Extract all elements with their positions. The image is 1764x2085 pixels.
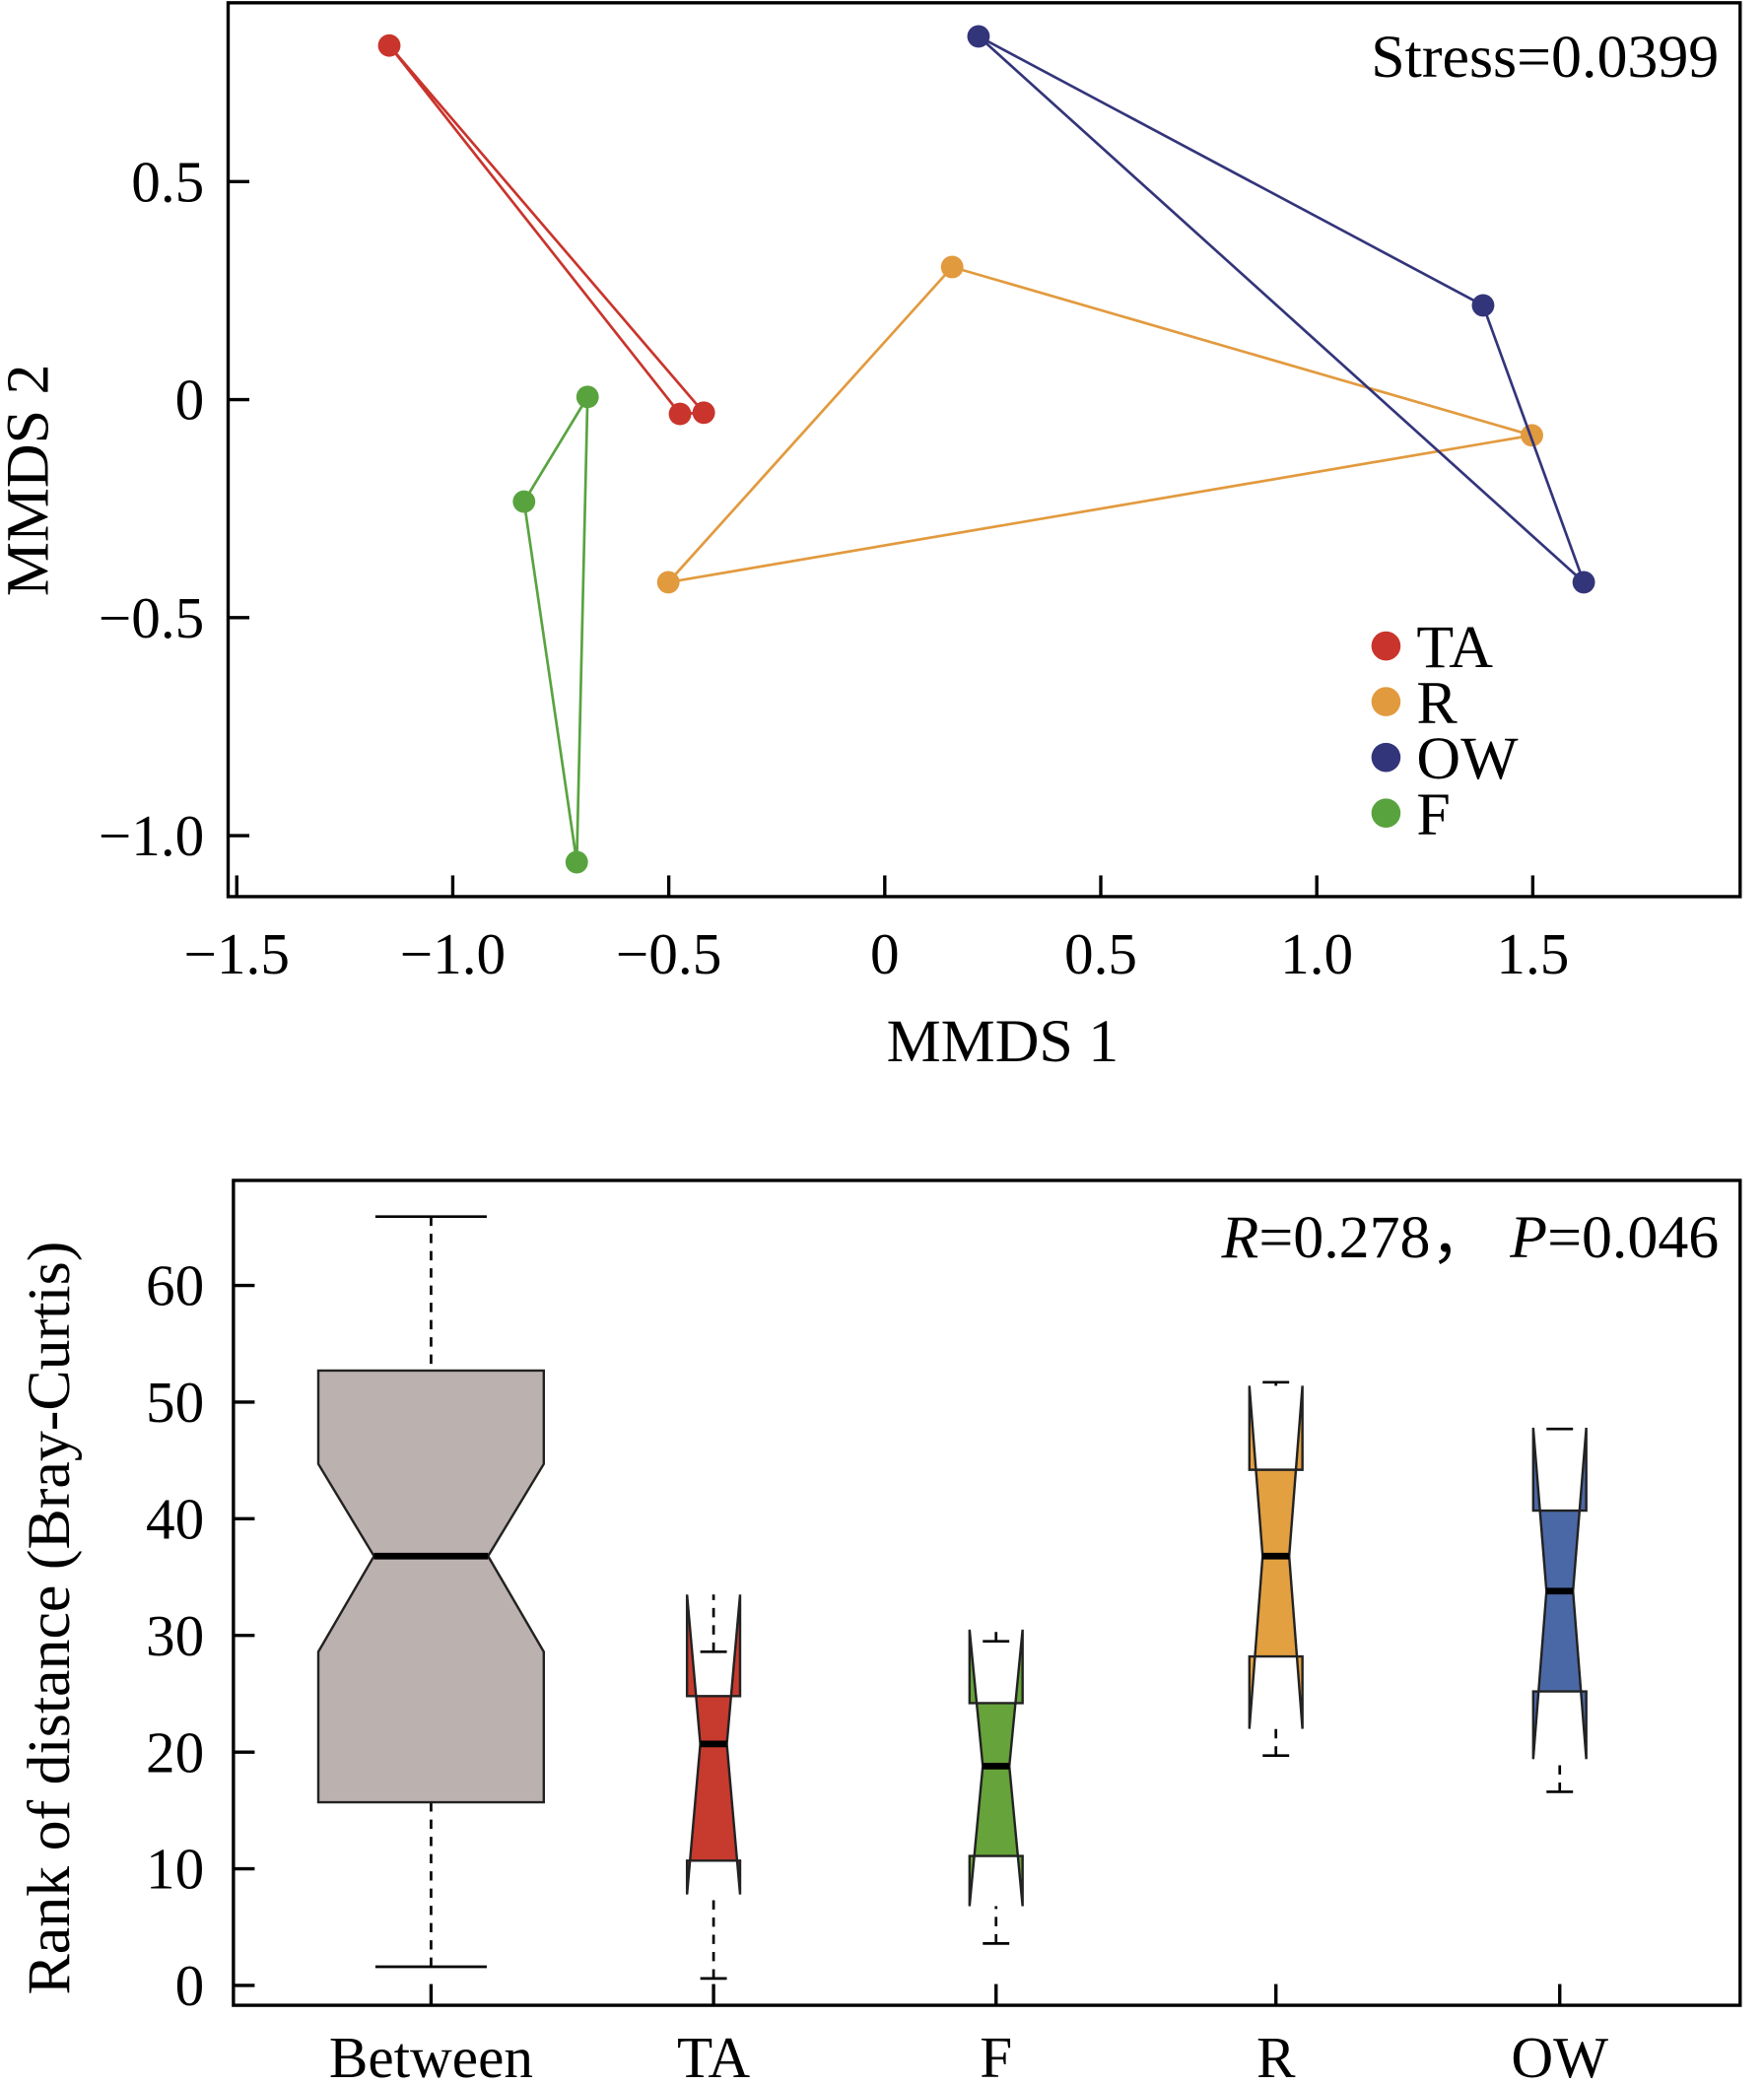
data-point-ow bbox=[967, 25, 990, 48]
y-tick-label: −1.0 bbox=[99, 803, 204, 868]
mmds-plot: Stress=0.0399 MMDS 1 MMDS 2 −1.5 −1.0 −0.5… bbox=[0, 1, 1742, 1075]
y-axis-label: MMDS 2 bbox=[0, 365, 61, 597]
y-tick-label: 30 bbox=[146, 1603, 204, 1668]
data-point-f bbox=[565, 850, 588, 874]
x-tick-label: F bbox=[980, 2025, 1012, 2085]
data-point-f bbox=[576, 385, 599, 409]
data-point-r bbox=[940, 255, 964, 279]
stress-annotation: Stress=0.0399 bbox=[1371, 24, 1719, 91]
x-tick-label: Between bbox=[329, 2025, 533, 2085]
legend-marker-ta bbox=[1371, 631, 1401, 661]
y-tick-label: 60 bbox=[146, 1253, 204, 1318]
box-plot-frame bbox=[232, 1178, 1742, 2007]
legend-marker-f bbox=[1371, 798, 1401, 828]
series-outline-f bbox=[522, 391, 589, 863]
series-outline-ta bbox=[387, 44, 707, 416]
y-tick-label: 40 bbox=[146, 1487, 204, 1552]
data-point-ow bbox=[1471, 294, 1495, 317]
data-point-r bbox=[656, 571, 680, 594]
data-point-f bbox=[512, 490, 536, 513]
stats-annotation: R=0.278， P=0.046 bbox=[1221, 1204, 1720, 1271]
mmds-plot-frame bbox=[226, 1, 1742, 899]
x-tick-label: TA bbox=[677, 2025, 750, 2085]
y-tick-label: 0 bbox=[175, 368, 205, 433]
p-value: =0.046 bbox=[1547, 1204, 1719, 1271]
x-tick-label: −1.0 bbox=[400, 921, 506, 986]
data-point-ow bbox=[1572, 571, 1595, 594]
x-tick-label: 0 bbox=[870, 921, 900, 986]
legend-label-f: F bbox=[1416, 781, 1450, 848]
data-point-ta bbox=[668, 402, 692, 426]
x-tick-label: 0.5 bbox=[1064, 921, 1137, 986]
x-tick-label: −0.5 bbox=[616, 921, 721, 986]
y-tick-label: 0.5 bbox=[131, 149, 204, 214]
data-point-ta bbox=[377, 34, 401, 57]
x-tick-label: OW bbox=[1511, 2025, 1608, 2085]
y-tick-label: 0 bbox=[175, 1953, 205, 2018]
y-tick-label: 20 bbox=[146, 1719, 204, 1784]
series-outline-r bbox=[664, 265, 1532, 584]
x-tick-label: R bbox=[1256, 2025, 1296, 2085]
legend-label-ta: TA bbox=[1416, 614, 1493, 681]
x-tick-label: 1.0 bbox=[1280, 921, 1353, 986]
r-label: R bbox=[1221, 1204, 1259, 1271]
legend-label-r: R bbox=[1416, 670, 1458, 737]
x-tick-label: 1.5 bbox=[1496, 921, 1569, 986]
data-point-r bbox=[1521, 424, 1543, 447]
y-tick-label: −0.5 bbox=[99, 585, 204, 650]
data-point-ta bbox=[692, 401, 715, 425]
y-tick-label: 10 bbox=[146, 1837, 204, 1902]
box-plot: R=0.278， P=0.046 Rank of distance (Bray-C… bbox=[16, 1178, 1742, 2085]
box-between bbox=[316, 1369, 546, 1804]
x-axis-label: MMDS 1 bbox=[887, 1008, 1119, 1075]
p-label: P bbox=[1509, 1204, 1547, 1271]
y-tick-label: 50 bbox=[146, 1370, 204, 1435]
legend-marker-r bbox=[1371, 687, 1401, 716]
r-value: =0.278， bbox=[1258, 1204, 1491, 1271]
series-outline-ow bbox=[978, 34, 1586, 583]
y-axis-label: Rank of distance (Bray-Curtis) bbox=[16, 1242, 83, 1995]
x-tick-label: −1.5 bbox=[184, 921, 290, 986]
legend-label-ow: OW bbox=[1416, 725, 1519, 792]
legend-marker-ow bbox=[1371, 742, 1401, 773]
